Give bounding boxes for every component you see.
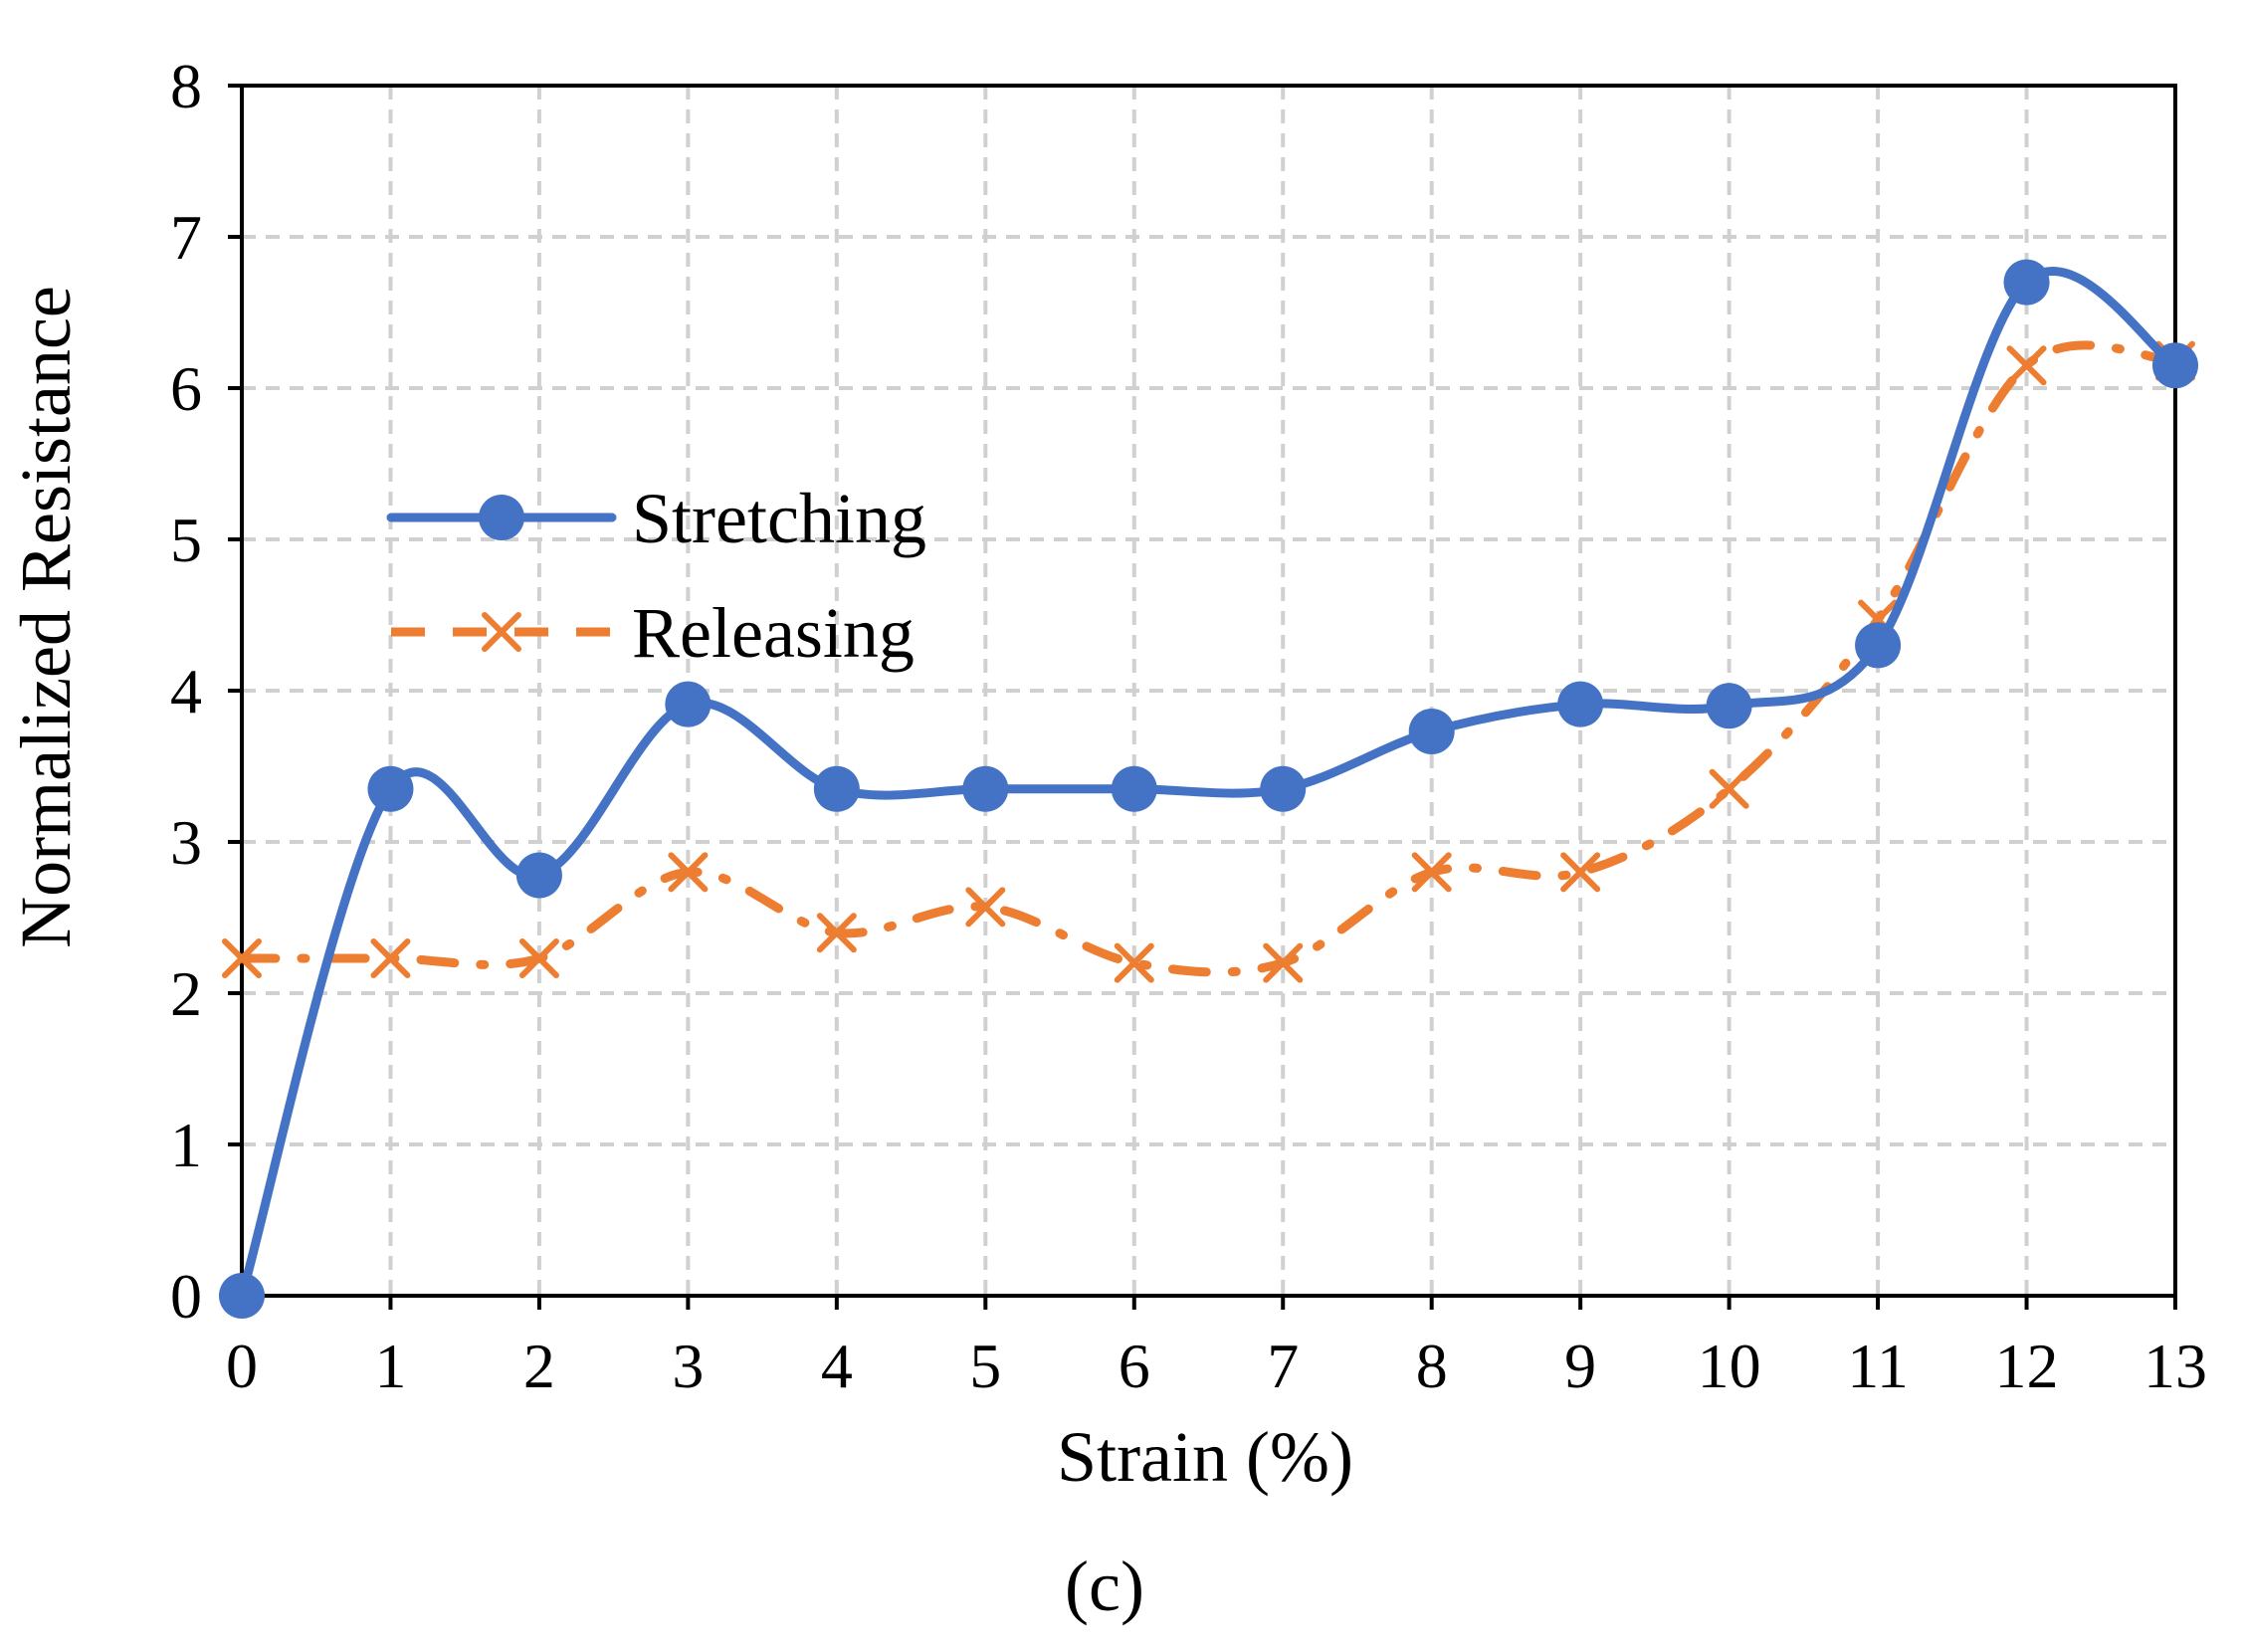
y-tick-label: 6 [170,353,202,424]
data-point-stretching [2003,259,2050,306]
data-point-stretching [1260,765,1307,812]
data-point-releasing [222,938,262,979]
y-tick-label: 4 [170,656,202,726]
x-stroke [1114,942,1154,983]
legend-x-mark [482,612,521,652]
x-tick-label: 9 [1564,1331,1596,1401]
x-stroke [222,938,262,979]
data-point-releasing [1709,768,1749,809]
x-tick-label: 12 [1995,1331,2059,1401]
data-point-stretching [219,1273,265,1319]
data-point-stretching [962,765,1009,812]
x-stroke [668,852,709,893]
x-stroke [816,913,857,953]
grid [242,84,2177,1296]
legend-marker-releasing [482,612,521,652]
x-tick-label: 5 [969,1331,1001,1401]
data-point-releasing [1411,852,1452,893]
series-layer [219,259,2198,1319]
data-point-releasing [668,852,709,893]
legend-entry-releasing: Releasing [391,593,915,673]
data-point-stretching [1408,709,1455,755]
data-point-stretching [1855,622,1902,669]
data-point-releasing [1114,942,1154,983]
x-tick-label: 6 [1119,1331,1150,1401]
x-stroke [518,938,559,979]
x-stroke [965,887,1006,928]
series-stretching [219,259,2198,1319]
legend-label-stretching: Stretching [632,479,926,558]
x-stroke [1411,852,1452,893]
y-tick-label: 7 [170,202,202,273]
legend-marker-stretching [479,495,524,540]
data-point-releasing [518,938,559,979]
x-tick-label: 10 [1698,1331,1761,1401]
data-point-stretching [813,765,860,812]
y-tick-label: 3 [170,807,202,878]
data-point-releasing [1560,852,1601,893]
x-stroke [1709,768,1749,809]
x-stroke [2006,345,2047,386]
y-tick-label: 0 [170,1261,202,1332]
x-tick-label: 8 [1416,1331,1448,1401]
y-tick-label: 1 [170,1110,202,1180]
legend: Stretching Releasing [386,479,926,673]
legend-label-releasing: Releasing [632,593,915,673]
x-tick-label: 0 [226,1331,258,1401]
x-tick-label: 11 [1847,1331,1909,1401]
data-point-stretching [367,765,414,812]
data-point-releasing [1263,942,1304,983]
data-point-stretching [2152,342,2198,389]
x-tick-label: 3 [672,1331,704,1401]
x-axis-title: Strain (%) [1057,1417,1353,1497]
data-point-stretching [1557,681,1604,727]
y-axis-title: Normalized Resistance [6,286,86,948]
data-point-stretching [1706,683,1752,729]
x-tick-label: 7 [1267,1331,1299,1401]
data-point-stretching [665,681,712,727]
legend-entry-stretching: Stretching [386,479,926,558]
x-stroke [370,938,411,979]
x-tick-label: 13 [2143,1331,2207,1401]
data-point-stretching [515,852,562,899]
data-point-releasing [370,938,411,979]
panel-label: (c) [1065,1547,1144,1626]
x-stroke [482,612,521,652]
x-tick-label: 1 [374,1331,406,1401]
data-point-stretching [1111,765,1157,812]
x-tick-label: 2 [523,1331,555,1401]
axes [228,84,2177,1310]
data-point-releasing [965,887,1006,928]
data-point-releasing [2006,345,2047,386]
x-stroke [1263,942,1304,983]
y-tick-label: 2 [170,958,202,1029]
data-point-releasing [816,913,857,953]
series-line-stretching [237,267,2180,1301]
x-tick-label: 4 [821,1331,853,1401]
x-stroke [1560,852,1601,893]
y-tick-label: 5 [170,505,202,575]
y-tick-label: 8 [170,51,202,121]
